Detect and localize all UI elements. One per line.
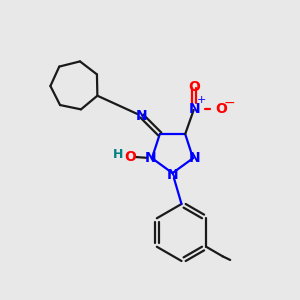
Text: −: − [224, 96, 236, 110]
Text: N: N [167, 168, 178, 182]
Text: O: O [124, 150, 136, 164]
Text: N: N [145, 151, 156, 165]
Text: H: H [113, 148, 124, 161]
Text: N: N [188, 101, 200, 116]
Text: O: O [188, 80, 200, 94]
Text: +: + [197, 95, 206, 105]
Text: O: O [215, 101, 227, 116]
Text: N: N [189, 151, 200, 165]
Text: N: N [136, 109, 148, 123]
